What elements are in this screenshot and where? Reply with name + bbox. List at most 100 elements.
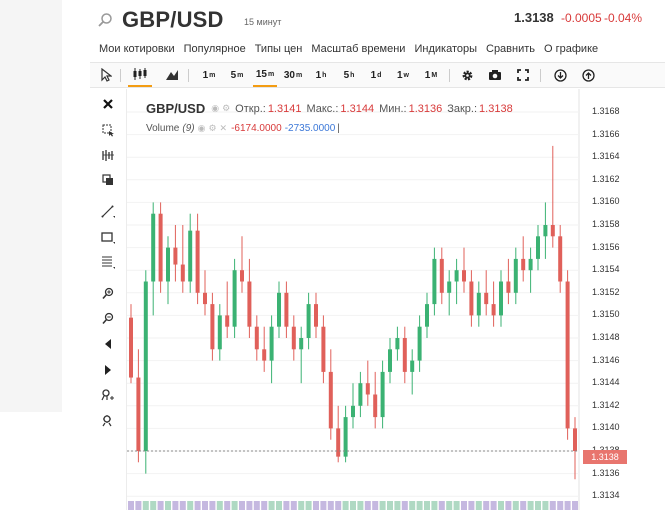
select-region-icon[interactable] (100, 122, 116, 138)
copy-icon[interactable] (100, 172, 116, 188)
volume-bar (475, 501, 482, 510)
camera-icon[interactable] (485, 63, 505, 87)
close-icon[interactable]: ✕ (219, 123, 228, 133)
menu-about-chart[interactable]: О графике (544, 43, 599, 55)
zoom-out-icon[interactable] (100, 310, 116, 326)
menu-popular[interactable]: Популярное (183, 43, 246, 55)
volume-bar (350, 501, 356, 510)
menu-my-quotes[interactable]: Мои котировки (99, 43, 175, 55)
area-chart-icon[interactable] (162, 63, 182, 87)
zoom-in-icon[interactable] (100, 285, 116, 301)
candles-chart-icon[interactable] (128, 63, 152, 87)
search-icon[interactable] (97, 12, 113, 28)
candle-body (269, 326, 274, 361)
volume-bar (298, 501, 305, 510)
volume-count: (9) (182, 123, 195, 134)
volume-bar (172, 501, 179, 510)
volume-bar (202, 501, 208, 510)
indicator-tool-icon[interactable] (100, 147, 116, 163)
cursor-icon[interactable] (96, 63, 116, 87)
timeframe-30m[interactable]: 30 m (283, 69, 303, 81)
volume-bar (431, 501, 438, 510)
settings-icon[interactable]: ⚙ (222, 103, 231, 113)
candle-body (203, 292, 207, 305)
candle-body (210, 304, 215, 350)
interval-label: 15 минут (244, 17, 282, 27)
candle-body (321, 326, 326, 372)
candle-body (180, 264, 185, 282)
toolbar-divider (449, 69, 450, 82)
volume-bar (557, 501, 564, 510)
open-value: 1.3141 (267, 102, 302, 115)
price-tick-label: 1.3154 (592, 264, 620, 275)
download-icon[interactable] (550, 63, 570, 87)
price-chart[interactable]: GBP/USD ◉ ⚙ Откр.: 1.3141 Макс.: 1.3144 … (127, 89, 665, 510)
candle-body (499, 281, 503, 316)
rectangle-icon[interactable] (100, 229, 116, 245)
candle-body (247, 281, 252, 327)
price-tick-label: 1.3140 (592, 422, 620, 433)
price-tick-label: 1.3142 (592, 399, 620, 410)
visibility-icon[interactable]: ◉ (211, 103, 220, 113)
menu-price-types[interactable]: Типы цен (254, 43, 303, 55)
candle-body (417, 326, 422, 361)
gear-icon[interactable] (457, 63, 477, 87)
candle-body (166, 247, 170, 282)
settings-icon[interactable]: ⚙ (208, 123, 217, 133)
price-tick-label: 1.3156 (592, 241, 620, 252)
volume-bar (246, 501, 253, 510)
left-side-panel (0, 0, 62, 412)
chart-menu: Мои котировки Популярное Типы цен Масшта… (90, 40, 665, 60)
volume-cursor: | (337, 123, 340, 134)
price-tick-label: 1.3168 (592, 106, 620, 116)
candle-body (432, 258, 437, 305)
scroll-left-icon[interactable] (100, 336, 116, 352)
volume-bar (224, 501, 231, 510)
volume-bar (446, 501, 453, 510)
fullscreen-icon[interactable] (513, 63, 533, 87)
upload-icon[interactable] (578, 63, 598, 87)
volume-bar (357, 501, 364, 510)
scroll-right-icon[interactable] (100, 362, 116, 378)
close-icon[interactable] (100, 96, 116, 112)
candle-body (528, 258, 533, 271)
symbol-title[interactable]: GBP/USD (122, 7, 224, 32)
menu-indicators[interactable]: Индикаторы (414, 43, 477, 55)
fibonacci-icon[interactable] (100, 254, 116, 270)
candlestick-chart[interactable] (127, 89, 665, 510)
candle-body (373, 394, 378, 418)
price-tick-label: 1.3158 (592, 219, 620, 229)
volume-bar (424, 501, 430, 510)
magnet-icon[interactable] (100, 387, 116, 403)
candle-body (550, 225, 555, 237)
candle-body (173, 247, 178, 265)
candle-body (262, 349, 267, 361)
volume-bar (490, 501, 497, 510)
price-change-percent: -0.04% (604, 11, 643, 25)
candle-body (402, 338, 407, 372)
menu-compare[interactable]: Сравнить (486, 43, 536, 55)
crosshair-icon[interactable] (100, 412, 116, 428)
volume-bar (549, 501, 556, 510)
candle-body (491, 304, 496, 316)
candle-body (232, 270, 237, 327)
menu-time-scale[interactable]: Масштаб времени (311, 43, 406, 55)
visibility-icon[interactable]: ◉ (197, 123, 206, 133)
trend-line-icon[interactable] (100, 203, 116, 219)
candle-body (343, 417, 348, 457)
candle-body (129, 317, 133, 378)
candle-body (513, 258, 518, 293)
volume-negative: -6174.0000 (231, 123, 282, 134)
volume-bar (194, 501, 201, 510)
timeframe-15m[interactable]: 15 m (253, 63, 277, 87)
volume-bar (505, 501, 512, 510)
candle-body (476, 292, 481, 316)
candle-body (336, 428, 341, 457)
